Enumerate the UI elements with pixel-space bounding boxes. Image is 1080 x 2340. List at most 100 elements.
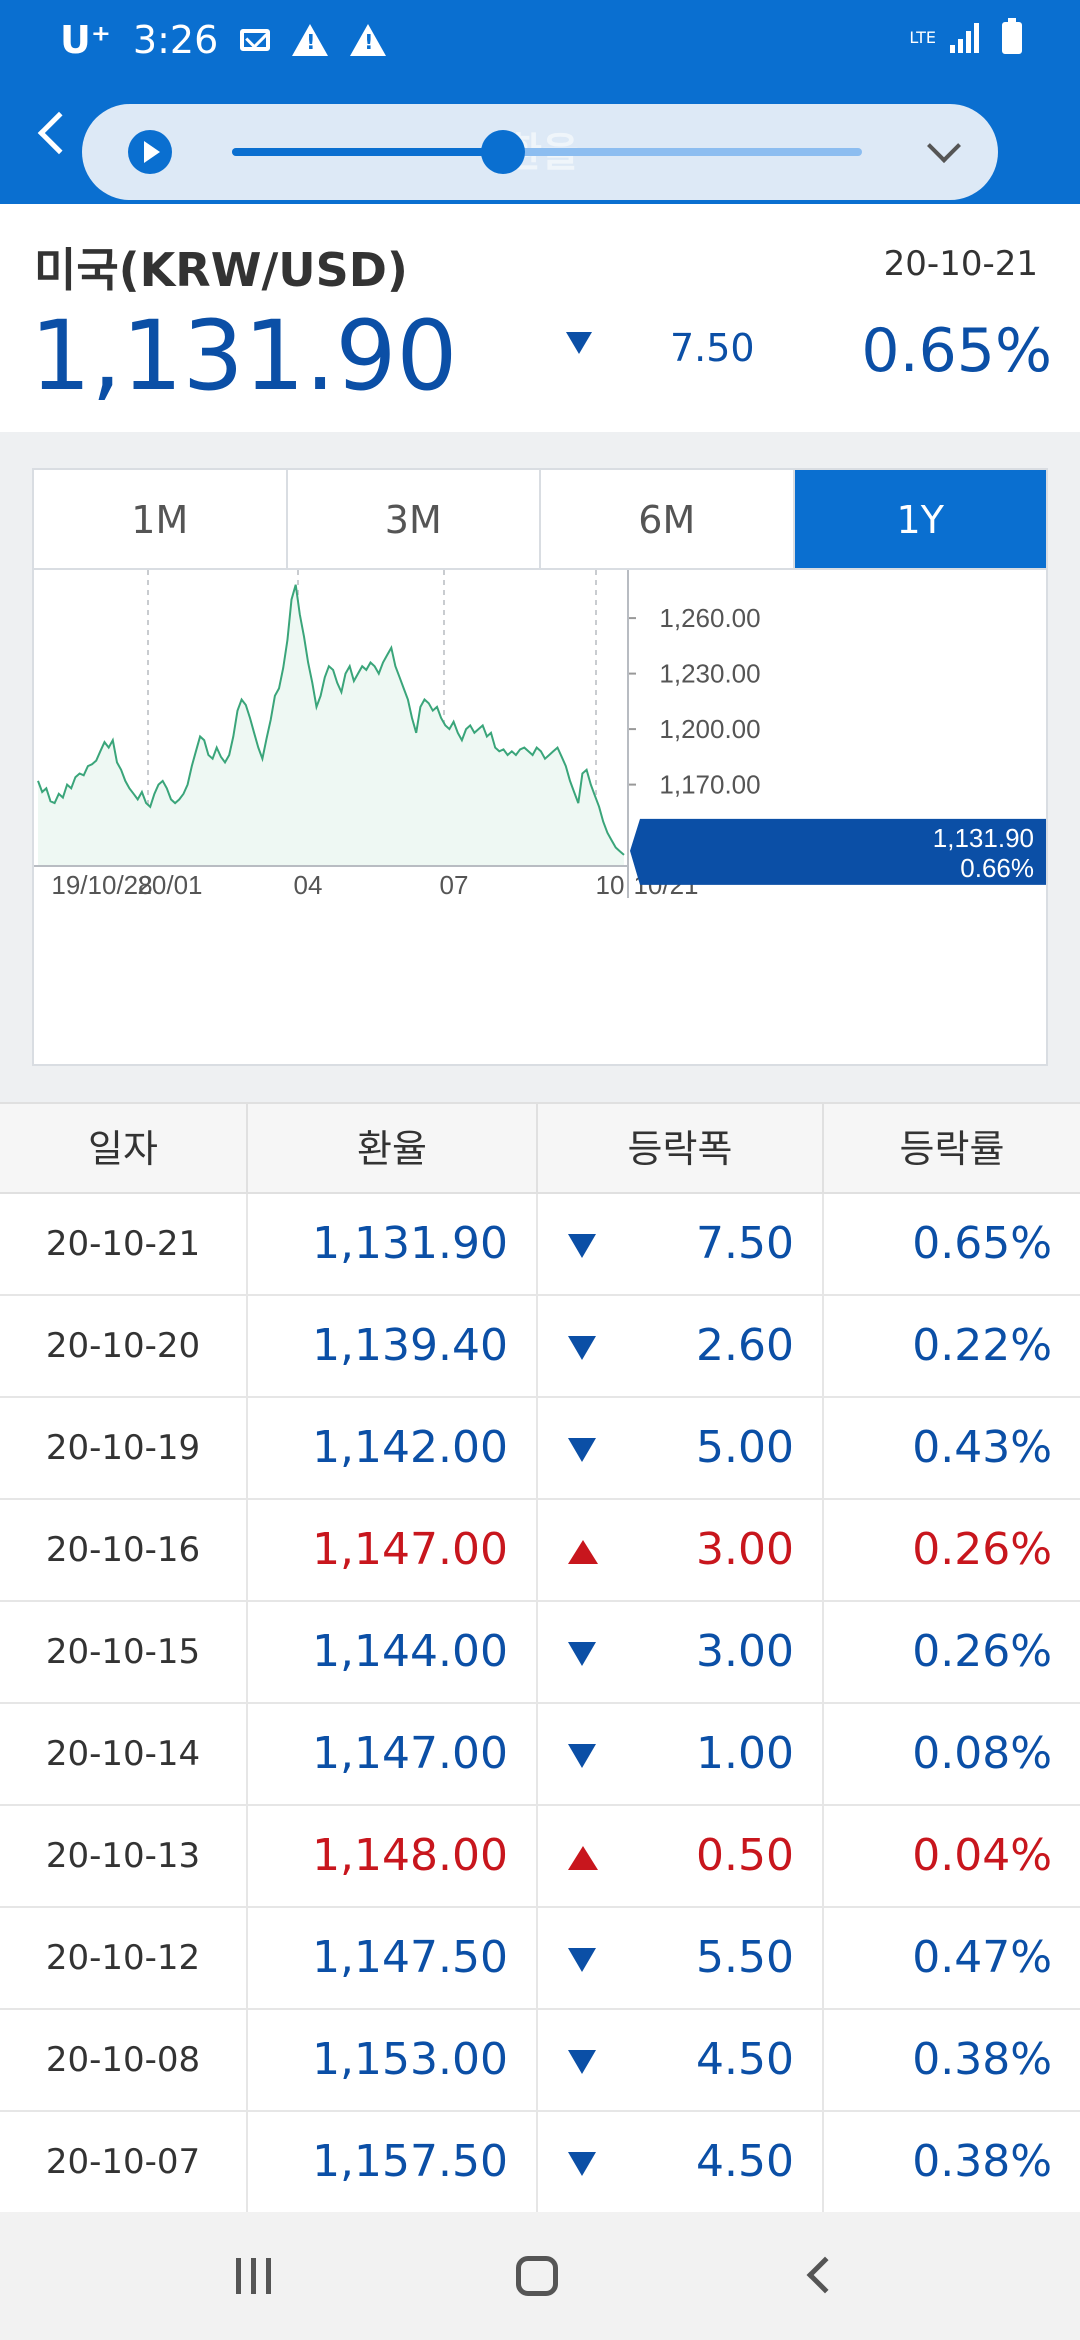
down-arrow-icon — [568, 1948, 596, 1972]
table-row: 20-10-20 1,139.40 2.60 0.22% — [0, 1296, 1080, 1398]
table-row: 20-10-08 1,153.00 4.50 0.38% — [0, 2010, 1080, 2112]
row-change-cell: 2.60 — [538, 1296, 824, 1396]
row-change-cell: 5.00 — [538, 1398, 824, 1498]
x-tick-label: 04 — [294, 870, 323, 900]
row-change-rate: 0.26% — [912, 1524, 1052, 1575]
x-tick-label: 10 — [596, 870, 625, 900]
down-arrow-icon — [568, 2152, 596, 2176]
rate-summary: 미국(KRW/USD) 20-10-21 1,131.90 7.50 0.65% — [0, 204, 1080, 432]
x-tick-label: 19/10/28 — [51, 870, 152, 900]
row-change: 3.00 — [696, 1524, 794, 1575]
row-change-cell: 0.50 — [538, 1806, 824, 1906]
table-row: 20-10-15 1,144.00 3.00 0.26% — [0, 1602, 1080, 1704]
row-change-rate: 0.22% — [912, 1320, 1052, 1371]
audio-progress-slider[interactable] — [232, 130, 862, 174]
row-date: 20-10-20 — [0, 1296, 248, 1396]
network-label: LTE — [909, 28, 936, 47]
audio-player: 환율 — [82, 104, 998, 200]
table-row: 20-10-21 1,131.90 7.50 0.65% — [0, 1194, 1080, 1296]
row-change-rate: 0.47% — [912, 1932, 1052, 1983]
row-change: 3.00 — [696, 1626, 794, 1677]
exchange-rate-chart: 1,260.00 1,230.00 1,200.00 1,170.00 19/10/28… — [34, 570, 1046, 900]
row-change-rate: 0.43% — [912, 1422, 1052, 1473]
warning-icon — [350, 24, 387, 56]
rate-area — [38, 584, 624, 866]
signal-icon — [950, 23, 982, 53]
row-change: 5.00 — [696, 1422, 794, 1473]
row-rate: 1,142.00 — [248, 1398, 538, 1498]
row-change-cell: 4.50 — [538, 2010, 824, 2110]
slider-fill — [232, 148, 503, 156]
row-date: 20-10-15 — [0, 1602, 248, 1702]
currency-pair: 미국(KRW/USD) — [34, 243, 408, 297]
system-nav-bar — [0, 2212, 1080, 2340]
row-rate: 1,144.00 — [248, 1602, 538, 1702]
table-row: 20-10-12 1,147.50 5.50 0.47% — [0, 1908, 1080, 2010]
down-arrow-icon — [568, 1438, 596, 1462]
back-icon[interactable] — [37, 111, 81, 155]
row-change-cell: 5.50 — [538, 1908, 824, 2008]
tab-1y[interactable]: 1Y — [794, 470, 1046, 568]
y-tick-label: 1,260.00 — [659, 603, 760, 633]
status-bar: U⁺ 3:26 LTE — [0, 0, 1080, 86]
rate-line — [37, 584, 625, 856]
row-change: 4.50 — [696, 2136, 794, 2187]
down-arrow-icon — [568, 2050, 596, 2074]
row-change-rate: 0.38% — [912, 2136, 1052, 2187]
change-percent: 0.65% — [861, 316, 1052, 386]
row-change-rate: 0.26% — [912, 1626, 1052, 1677]
y-tick-label: 1,230.00 — [659, 659, 760, 689]
current-value-badge — [630, 818, 1046, 885]
row-change: 0.50 — [696, 1830, 794, 1881]
period-tabs: 1M 3M 6M 1Y — [34, 470, 1046, 570]
row-change-cell: 1.00 — [538, 1704, 824, 1804]
row-rate: 1,148.00 — [248, 1806, 538, 1906]
table-row: 20-10-16 1,147.00 3.00 0.26% — [0, 1500, 1080, 1602]
row-rate: 1,147.00 — [248, 1500, 538, 1600]
mail-icon — [240, 29, 271, 51]
tab-6m[interactable]: 6M — [541, 470, 795, 568]
recents-icon[interactable] — [236, 2258, 281, 2294]
header-date: 일자 — [0, 1104, 248, 1192]
row-change: 4.50 — [696, 2034, 794, 2085]
carrier-label: U⁺ — [60, 18, 111, 62]
row-change-rate: 0.38% — [912, 2034, 1052, 2085]
table-row: 20-10-19 1,142.00 5.00 0.43% — [0, 1398, 1080, 1500]
app-header: U⁺ 3:26 LTE 환율 — [0, 0, 1080, 204]
row-date: 20-10-14 — [0, 1704, 248, 1804]
down-arrow-icon — [566, 332, 592, 354]
row-change: 7.50 — [696, 1218, 794, 1269]
row-rate: 1,147.50 — [248, 1908, 538, 2008]
header-change-rate: 등락률 — [899, 1127, 1005, 1171]
row-date: 20-10-21 — [0, 1194, 248, 1294]
summary-date: 20-10-21 — [883, 244, 1038, 284]
row-rate: 1,131.90 — [248, 1194, 538, 1294]
row-rate: 1,139.40 — [248, 1296, 538, 1396]
y-tick-label: 1,170.00 — [659, 770, 760, 800]
x-tick-label: 07 — [440, 870, 469, 900]
nav-back-icon[interactable] — [806, 2256, 844, 2294]
row-change-cell: 4.50 — [538, 2112, 824, 2212]
row-change-rate: 0.65% — [912, 1218, 1052, 1269]
row-date: 20-10-12 — [0, 1908, 248, 2008]
row-change: 5.50 — [696, 1932, 794, 1983]
chevron-down-icon[interactable] — [927, 129, 961, 163]
tab-3m[interactable]: 3M — [287, 470, 541, 568]
change-value: 7.50 — [670, 326, 755, 370]
home-icon[interactable] — [516, 2256, 558, 2296]
row-date: 20-10-16 — [0, 1500, 248, 1600]
table-row: 20-10-07 1,157.50 4.50 0.38% — [0, 2112, 1080, 2214]
row-change-cell: 7.50 — [538, 1194, 824, 1294]
down-arrow-icon — [568, 1642, 596, 1666]
header-change: 등락폭 — [538, 1104, 824, 1192]
play-button[interactable] — [128, 130, 172, 174]
x-tick-label: 20/01 — [137, 870, 202, 900]
tab-1m[interactable]: 1M — [34, 470, 288, 568]
row-rate: 1,147.00 — [248, 1704, 538, 1804]
clock: 3:26 — [132, 18, 219, 62]
down-arrow-icon — [568, 1744, 596, 1768]
battery-icon — [1002, 18, 1022, 54]
row-date: 20-10-19 — [0, 1398, 248, 1498]
slider-thumb[interactable] — [480, 130, 525, 174]
down-arrow-icon — [568, 1234, 596, 1258]
